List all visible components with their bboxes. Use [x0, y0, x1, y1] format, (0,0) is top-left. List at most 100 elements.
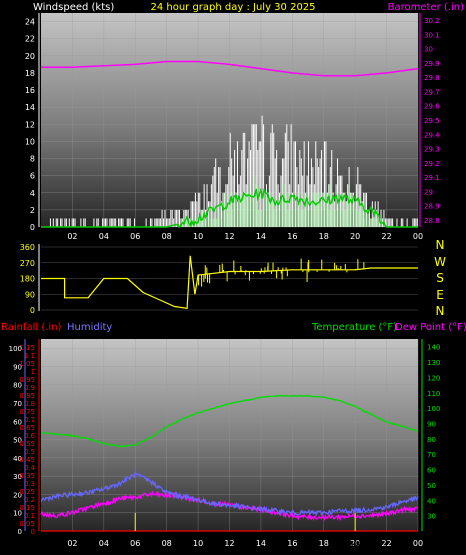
direction-panel-bg [41, 244, 418, 311]
rainfall-y-tick-label: 0.15 [19, 504, 35, 512]
wind-x-tick-label: 04 [99, 232, 109, 241]
wind-average-line [41, 187, 418, 229]
temperature-y-tick-label: 140 [427, 344, 440, 352]
rainfall-y-tick-label: 0.35 [19, 472, 35, 480]
barometer-y-tick-label: 28.8 [424, 217, 440, 225]
barometer-y-tick-label: 29.3 [424, 146, 440, 154]
temperature-y-tick-label: 90 [427, 420, 436, 428]
rainfall-y-tick-label: 1 [31, 368, 35, 376]
rainfall-y-tick-label: 0.8 [24, 400, 35, 408]
direction-label-s: S [436, 271, 444, 285]
wind-x-tick-label: 02 [67, 232, 77, 241]
temp-x-tick-label: 10 [193, 539, 203, 548]
wind-y-tick-label: 18 [25, 69, 35, 78]
direction-label-n-bottom: N [436, 304, 445, 318]
rainfall-y-tick-label: 0.25 [19, 488, 35, 496]
direction-y-tick-label: 180 [20, 275, 35, 284]
temperature-y-tick-label: 50 [427, 482, 436, 490]
wind-y-tick-label: 6 [30, 172, 35, 181]
barometer-y-tick-label: 28.9 [424, 203, 440, 211]
humidity-y-tick-label: 20 [13, 491, 22, 499]
wind-y-tick-label: 0 [30, 223, 35, 232]
wind-x-tick-label: 00 [413, 232, 423, 241]
rainfall-y-tick-label: 0.4 [24, 464, 36, 472]
rainfall-y-tick-label: 0.5 [24, 448, 35, 456]
wind-y-tick-label: 20 [25, 52, 35, 61]
rainfall-y-tick-label: 1.15 [19, 344, 35, 352]
sunset-label: Sunset [338, 539, 365, 548]
wind-x-tick-label: 06 [130, 232, 140, 241]
temperature-y-tick-label: 120 [427, 374, 440, 382]
temperature-y-tick-label: 60 [427, 467, 436, 475]
wind-x-tick-label: 22 [381, 232, 391, 241]
temperature-y-tick-label: 40 [427, 497, 436, 505]
chart-title: 24 hour graph day : July 30 2025 [150, 2, 315, 13]
direction-y-tick-label: 90 [25, 290, 35, 299]
temp-x-tick-label: 18 [319, 539, 329, 548]
humidity-y-tick-label: 0 [18, 528, 22, 536]
wind-y-tick-label: 8 [30, 155, 35, 164]
direction-label-e: E [436, 288, 444, 302]
temp-x-tick-label: 06 [130, 539, 140, 548]
humidity-y-tick-label: 100 [9, 345, 22, 353]
barometer-axis-title: Barometer (.in) [388, 2, 464, 13]
rainfall-y-tick-label: 0.85 [19, 392, 35, 400]
rainfall-y-tick-label: 0.6 [24, 432, 36, 440]
wind-x-tick-label: 12 [224, 232, 234, 241]
temperature-y-tick-label: 70 [427, 451, 436, 459]
rainfall-y-tick-label: 0.1 [24, 512, 35, 520]
direction-y-tick-label: 270 [20, 259, 35, 268]
humidity-y-tick-label: 10 [13, 510, 22, 518]
humidity-y-tick-label: 80 [13, 382, 22, 390]
direction-y-tick-label: 360 [20, 243, 35, 252]
direction-label-n-top: N [436, 238, 445, 252]
humidity-y-tick-label: 50 [13, 437, 22, 445]
rainfall-y-tick-label: 1.1 [24, 352, 35, 360]
rainfall-y-tick-label: 0.9 [24, 384, 35, 392]
rainfall-y-tick-label: 0.55 [19, 440, 35, 448]
rainfall-y-tick-label: 0.95 [19, 376, 35, 384]
rainfall-y-tick-label: 0.2 [24, 496, 35, 504]
humidity-y-tick-label: 30 [13, 473, 22, 481]
wind-x-tick-label: 20 [350, 232, 360, 241]
humidity-axis-title: Humidity [67, 322, 112, 333]
wind-x-tick-label: 18 [319, 232, 329, 241]
wind-y-tick-label: 4 [30, 189, 35, 198]
temperature-axis-title: Temperature (°F) [311, 322, 397, 333]
temperature-y-tick-label: 30 [427, 513, 436, 521]
barometer-y-tick-label: 29.6 [424, 103, 440, 111]
wind-x-tick-label: 08 [162, 232, 172, 241]
rainfall-axis-title: Rainfall (.in) [1, 322, 62, 333]
rainfall-y-tick-label: 0.75 [19, 408, 35, 416]
dewpoint-axis-title: Dew Point (°F) [395, 322, 466, 333]
wind-y-tick-label: 2 [30, 206, 35, 215]
rainfall-y-tick-label: 0 [31, 528, 35, 536]
barometer-y-tick-label: 29.4 [424, 131, 440, 139]
temp-x-tick-label: 04 [99, 539, 109, 548]
barometer-y-tick-label: 29 [424, 188, 433, 196]
windspeed-axis-title: Windspeed (kts) [33, 2, 114, 13]
wind-y-tick-label: 12 [25, 120, 35, 129]
humidity-y-tick-label: 90 [13, 363, 22, 371]
barometer-y-tick-label: 29.1 [424, 174, 440, 182]
humidity-y-tick-label: 40 [13, 455, 22, 463]
temp-x-tick-label: 08 [162, 539, 172, 548]
rainfall-y-tick-label: 0.65 [19, 424, 35, 432]
wind-y-tick-label: 16 [25, 86, 35, 95]
wind-x-tick-label: 16 [287, 232, 297, 241]
rainfall-y-tick-label: 0.3 [24, 480, 35, 488]
rainfall-y-tick-label: 0.05 [19, 520, 35, 528]
wind-y-tick-label: 10 [25, 137, 35, 146]
sunrise-label: Sunrise [335, 539, 365, 548]
temp-x-tick-label: 20 [350, 539, 360, 548]
temperature-y-tick-label: 130 [427, 359, 440, 367]
humidity-y-tick-label: 60 [13, 418, 22, 426]
rainfall-y-tick-label: 0.7 [24, 416, 35, 424]
rainfall-y-tick-label: 0.45 [19, 456, 35, 464]
barometer-y-tick-label: 29.7 [424, 88, 440, 96]
barometer-y-tick-label: 29.5 [424, 117, 440, 125]
direction-y-tick-label: 0 [30, 306, 35, 315]
rainfall-y-tick-label: 1.05 [19, 360, 35, 368]
temp-x-tick-label: 14 [256, 539, 266, 548]
